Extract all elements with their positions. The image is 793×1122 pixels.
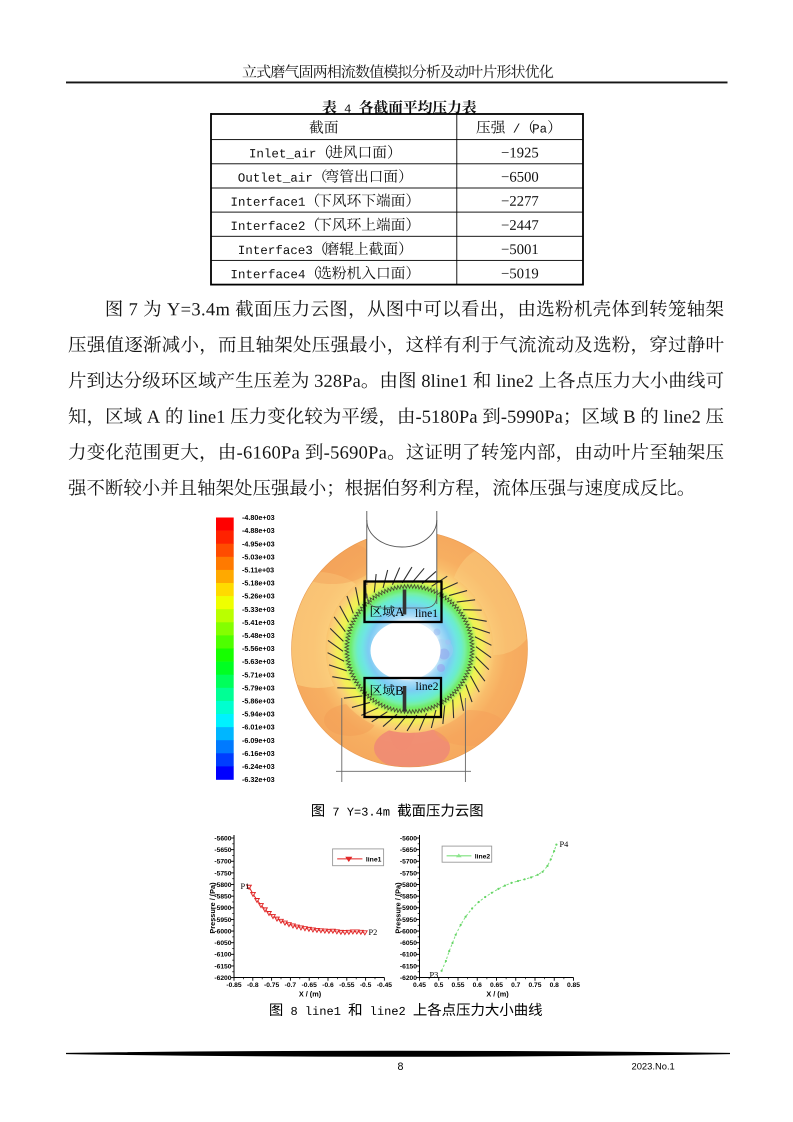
svg-text:-5900: -5900 <box>400 905 417 912</box>
svg-text:Pressure / (Pa): Pressure / (Pa) <box>208 882 217 934</box>
svg-text:-6.09e+03: -6.09e+03 <box>242 736 275 745</box>
svg-text:-6.32e+03: -6.32e+03 <box>242 775 275 784</box>
svg-text:-0.6: -0.6 <box>322 982 334 989</box>
svg-text:-6150: -6150 <box>214 963 231 970</box>
svg-text:-4.80e+03: -4.80e+03 <box>242 513 275 522</box>
svg-text:-6.01e+03: -6.01e+03 <box>242 723 275 732</box>
svg-text:0.7: 0.7 <box>511 982 521 989</box>
svg-text:0.5: 0.5 <box>434 982 444 989</box>
svg-text:-6050: -6050 <box>400 940 417 947</box>
svg-text:-0.85: -0.85 <box>226 982 242 989</box>
svg-text:-0.55: -0.55 <box>339 982 355 989</box>
svg-text:-5650: -5650 <box>214 847 231 854</box>
svg-text:-5.63e+03: -5.63e+03 <box>242 657 275 666</box>
svg-text:-0.7: -0.7 <box>285 982 297 989</box>
svg-text:-6200: -6200 <box>400 975 417 982</box>
svg-text:-5.56e+03: -5.56e+03 <box>242 644 275 653</box>
svg-text:0.55: 0.55 <box>451 982 464 989</box>
svg-text:-5950: -5950 <box>214 917 231 924</box>
svg-text:P2: P2 <box>369 928 378 937</box>
svg-text:-6000: -6000 <box>400 928 417 935</box>
svg-text:-5900: -5900 <box>214 905 231 912</box>
svg-text:-5700: -5700 <box>214 859 231 866</box>
svg-text:line1: line1 <box>366 856 382 863</box>
svg-text:-5.71e+03: -5.71e+03 <box>242 670 275 679</box>
svg-text:-4.88e+03: -4.88e+03 <box>242 526 275 535</box>
svg-text:P1: P1 <box>241 882 250 891</box>
svg-text:-6000: -6000 <box>214 928 231 935</box>
svg-text:-5.18e+03: -5.18e+03 <box>242 579 275 588</box>
svg-text:0.45: 0.45 <box>413 982 426 989</box>
svg-text:-6050: -6050 <box>214 940 231 947</box>
svg-text:-6.16e+03: -6.16e+03 <box>242 749 275 758</box>
svg-text:line2: line2 <box>475 853 491 860</box>
svg-text:X / (m): X / (m) <box>299 990 322 999</box>
svg-text:-5.26e+03: -5.26e+03 <box>242 592 275 601</box>
svg-text:2023.No.1: 2023.No.1 <box>632 1060 675 1071</box>
svg-text:-5650: -5650 <box>400 847 417 854</box>
svg-text:P4: P4 <box>560 840 570 849</box>
svg-text:-5700: -5700 <box>400 859 417 866</box>
svg-text:-5.86e+03: -5.86e+03 <box>242 697 275 706</box>
svg-text:-6150: -6150 <box>400 963 417 970</box>
svg-text:-0.5: -0.5 <box>360 982 372 989</box>
svg-text:P3: P3 <box>430 971 439 980</box>
svg-text:-5750: -5750 <box>214 870 231 877</box>
svg-text:-5.33e+03: -5.33e+03 <box>242 605 275 614</box>
svg-text:-0.8: -0.8 <box>247 982 259 989</box>
svg-text:Pressure / (Pa): Pressure / (Pa) <box>394 882 403 934</box>
svg-text:0.85: 0.85 <box>567 982 580 989</box>
svg-text:-6100: -6100 <box>400 952 417 959</box>
svg-text:-6.24e+03: -6.24e+03 <box>242 762 275 771</box>
svg-text:-0.65: -0.65 <box>302 982 318 989</box>
svg-text:0.6: 0.6 <box>473 982 483 989</box>
svg-text:0.75: 0.75 <box>528 982 541 989</box>
svg-text:line2: line2 <box>416 681 439 693</box>
svg-text:-4.95e+03: -4.95e+03 <box>242 539 275 548</box>
svg-text:-5600: -5600 <box>400 835 417 842</box>
svg-text:-6200: -6200 <box>214 975 231 982</box>
svg-text:-0.75: -0.75 <box>264 982 280 989</box>
svg-text:-5600: -5600 <box>214 835 231 842</box>
svg-text:-5.48e+03: -5.48e+03 <box>242 631 275 640</box>
svg-text:0.8: 0.8 <box>550 982 560 989</box>
svg-text:-0.45: -0.45 <box>377 982 393 989</box>
svg-text:-5.11e+03: -5.11e+03 <box>242 566 274 575</box>
svg-text:-5850: -5850 <box>214 894 231 901</box>
svg-text:-5850: -5850 <box>400 894 417 901</box>
svg-text:-5.03e+03: -5.03e+03 <box>242 552 275 561</box>
svg-text:X / (m): X / (m) <box>486 990 509 999</box>
svg-text:-5.94e+03: -5.94e+03 <box>242 710 275 719</box>
svg-text:-5.79e+03: -5.79e+03 <box>242 683 275 692</box>
svg-text:0.65: 0.65 <box>490 982 503 989</box>
svg-text:-5800: -5800 <box>400 882 417 889</box>
svg-text:-6100: -6100 <box>214 952 231 959</box>
svg-text:line1: line1 <box>415 608 438 620</box>
svg-text:-5800: -5800 <box>214 882 231 889</box>
svg-text:-5.41e+03: -5.41e+03 <box>242 618 275 627</box>
svg-text:8: 8 <box>398 1061 404 1073</box>
svg-text:-5950: -5950 <box>400 917 417 924</box>
svg-text:-5750: -5750 <box>400 870 417 877</box>
